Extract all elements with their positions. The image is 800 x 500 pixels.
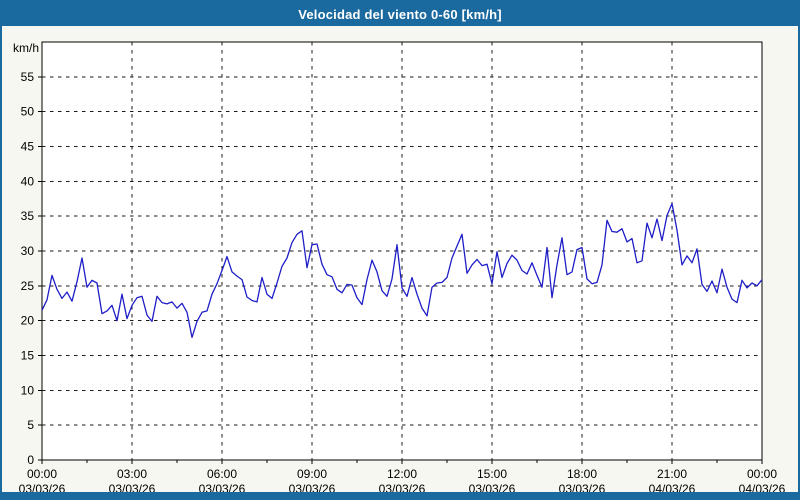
svg-text:35: 35 xyxy=(21,209,35,223)
svg-text:45: 45 xyxy=(21,140,35,154)
chart-title-bar: Velocidad del viento 0-60 [km/h] xyxy=(2,2,798,26)
x-tick-time: 18:00 xyxy=(567,467,597,481)
x-tick-time: 09:00 xyxy=(297,467,327,481)
svg-text:40: 40 xyxy=(21,174,35,188)
svg-text:0: 0 xyxy=(27,453,34,467)
svg-text:15: 15 xyxy=(21,349,35,363)
bottom-bar xyxy=(2,492,798,498)
x-tick-time: 12:00 xyxy=(387,467,417,481)
svg-text:5: 5 xyxy=(27,418,34,432)
wind-speed-series-line xyxy=(41,202,763,339)
svg-text:55: 55 xyxy=(21,70,35,84)
x-tick-time: 00:00 xyxy=(27,467,57,481)
chart-title: Velocidad del viento 0-60 [km/h] xyxy=(298,6,502,22)
svg-text:20: 20 xyxy=(21,314,35,328)
x-tick-time: 00:00 xyxy=(747,467,777,481)
y-axis-unit-label: km/h xyxy=(13,41,39,55)
svg-text:50: 50 xyxy=(21,105,35,119)
x-tick-time: 03:00 xyxy=(117,467,147,481)
x-tick-time: 21:00 xyxy=(657,467,687,481)
svg-text:10: 10 xyxy=(21,383,35,397)
svg-text:30: 30 xyxy=(21,244,35,258)
svg-text:25: 25 xyxy=(21,279,35,293)
x-tick-time: 15:00 xyxy=(477,467,507,481)
x-tick-time: 06:00 xyxy=(207,467,237,481)
